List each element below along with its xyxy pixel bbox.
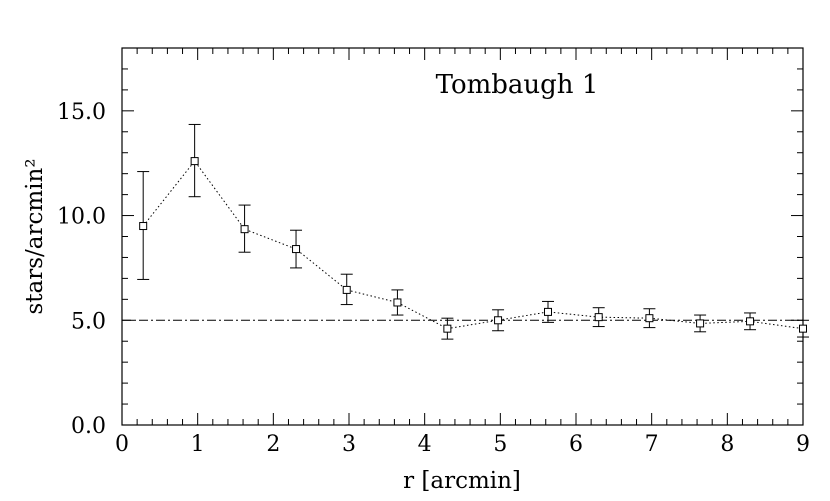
y-tick-label: 15.0 bbox=[57, 100, 106, 125]
x-tick-label: 2 bbox=[266, 432, 280, 457]
data-point bbox=[342, 285, 351, 294]
x-tick-label: 5 bbox=[493, 432, 507, 457]
x-tick-label: 1 bbox=[191, 432, 205, 457]
data-point bbox=[139, 222, 148, 231]
y-axis-label: stars/arcmin² bbox=[22, 158, 48, 314]
x-tick-label: 6 bbox=[569, 432, 583, 457]
y-tick-label: 5.0 bbox=[71, 309, 106, 334]
y-tick-label: 10.0 bbox=[57, 205, 106, 230]
data-point bbox=[544, 307, 553, 316]
x-tick-label: 9 bbox=[796, 432, 810, 457]
data-point bbox=[696, 319, 705, 328]
data-point bbox=[645, 314, 654, 323]
x-tick-label: 0 bbox=[115, 432, 129, 457]
plot-frame bbox=[121, 47, 804, 426]
data-point bbox=[393, 298, 402, 307]
x-axis-label: r [arcmin] bbox=[403, 468, 521, 494]
data-point bbox=[240, 225, 249, 234]
x-tick-label: 7 bbox=[645, 432, 659, 457]
chart-title: Tombaugh 1 bbox=[436, 70, 599, 100]
data-point bbox=[594, 313, 603, 322]
data-point bbox=[292, 245, 301, 254]
x-tick-label: 4 bbox=[418, 432, 432, 457]
x-tick-label: 8 bbox=[720, 432, 734, 457]
data-point bbox=[746, 317, 755, 326]
series-line bbox=[142, 160, 804, 330]
data-point bbox=[190, 157, 199, 166]
error-bars bbox=[137, 123, 809, 340]
axis-ticks bbox=[121, 47, 804, 426]
y-tick-label: 0.0 bbox=[71, 414, 106, 439]
tick-labels: 0 1 2 3 4 5 6 7 8 9 0.0 5.0 10.0 15.0 bbox=[57, 100, 810, 457]
data-point bbox=[494, 316, 503, 325]
data-points bbox=[139, 157, 807, 333]
x-tick-label: 3 bbox=[342, 432, 356, 457]
data-point bbox=[799, 324, 807, 333]
data-point bbox=[443, 324, 452, 333]
